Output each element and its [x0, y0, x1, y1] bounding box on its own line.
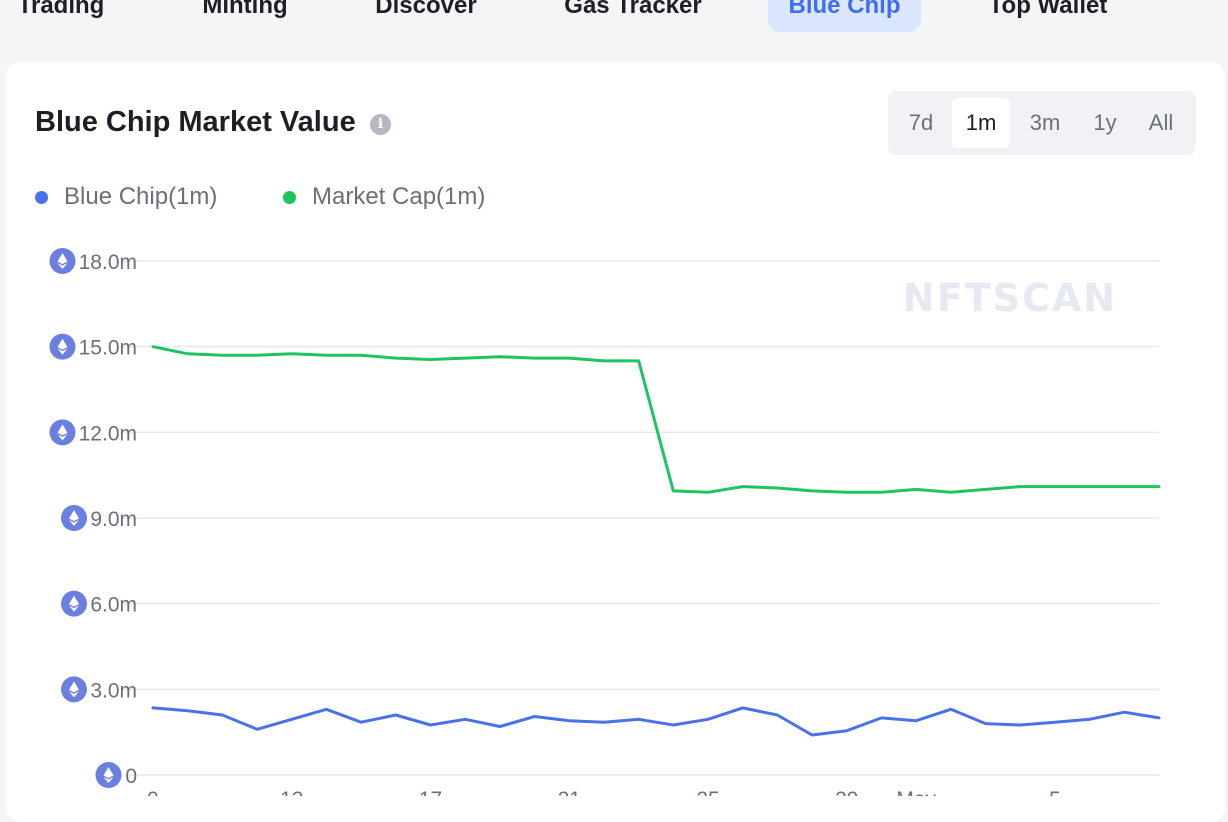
y-tick-label: 15.0m [79, 337, 137, 360]
range-all-button[interactable]: All [1148, 110, 1174, 135]
eth-icon-bottom [57, 348, 68, 355]
x-tick-label: 25 [696, 788, 719, 796]
tab-gas-tracker[interactable]: Gas Tracker [564, 0, 702, 19]
series-lines [151, 345, 1161, 737]
eth-icon-bottom [57, 434, 68, 441]
range-1y-button[interactable]: 1y [1093, 110, 1117, 135]
legend-dot-blue-chip [35, 191, 48, 204]
x-tick-label: 9 [147, 788, 159, 796]
y-axis: 0 3.0m 6.0m 9.0m 12.0m 15.0m 18.0m [49, 248, 137, 788]
eth-icon-top [69, 510, 79, 521]
eth-icon [49, 333, 76, 360]
eth-icon [61, 676, 87, 703]
tab-top-wallet[interactable]: Top Wallet [988, 0, 1108, 19]
x-tick-label: 5 [1049, 788, 1061, 796]
eth-icon-top [57, 424, 68, 436]
eth-icon-bottom [69, 520, 79, 526]
line-chart: 0 3.0m 6.0m 9.0m 12.0m 15.0m 18.0m 9 13 17 21 25 29… [49, 248, 1161, 796]
market-cap-series-line [151, 345, 1161, 494]
eth-icon [61, 505, 87, 531]
eth-icon-top [69, 595, 79, 607]
x-tick-label: 13 [280, 788, 303, 796]
range-3m-button[interactable]: 3m [1029, 110, 1061, 135]
blue-chip-series-line [151, 706, 1161, 737]
eth-icon-top [69, 681, 79, 693]
eth-icon [49, 419, 76, 446]
x-tick-label: May [896, 788, 936, 796]
grid-lines [124, 260, 1159, 776]
tab-trading[interactable]: Trading [17, 0, 105, 19]
x-tick-label: 29 [835, 788, 858, 796]
eth-icon-top [57, 338, 68, 350]
market-value-card: Blue Chip Market Value i 7d 1m 3m 1y All… [6, 62, 1225, 822]
y-tick-label: 6.0m [90, 594, 137, 617]
y-tick-label: 3.0m [90, 679, 137, 702]
eth-icon [61, 590, 87, 617]
y-tick-label: 18.0m [79, 251, 137, 274]
x-axis: 9 13 17 21 25 29 May 5 [147, 788, 1061, 796]
x-tick-label: 21 [558, 788, 581, 796]
eth-icon-bottom [69, 691, 79, 698]
tab-discover[interactable]: Discover [375, 0, 477, 19]
legend-label-blue-chip: Blue Chip(1m) [64, 183, 218, 210]
eth-icon-bottom [103, 777, 114, 783]
tab-blue-chip[interactable]: Blue Chip [768, 0, 921, 32]
eth-icon [95, 762, 122, 788]
legend-label-market-cap: Market Cap(1m) [312, 183, 486, 210]
range-1m-button[interactable]: 1m [952, 98, 1010, 148]
watermark: NFTSCAN [903, 276, 1117, 320]
eth-icon-top [57, 253, 68, 264]
info-icon[interactable]: i [370, 114, 391, 135]
x-tick-label: 17 [419, 788, 442, 796]
eth-icon [49, 248, 76, 274]
y-tick-label: 12.0m [79, 422, 137, 445]
tab-minting[interactable]: Minting [202, 0, 288, 19]
top-nav: Trading Minting Discover Gas Tracker Blu… [0, 0, 1228, 60]
eth-icon-top [103, 767, 114, 778]
y-tick-label: 0 [125, 765, 137, 788]
eth-icon-bottom [69, 605, 79, 612]
range-7d-button[interactable]: 7d [908, 110, 934, 135]
legend-dot-market-cap [283, 191, 296, 204]
card-title: Blue Chip Market Value [35, 106, 356, 138]
eth-icon-bottom [57, 263, 68, 269]
time-range-selector: 7d 1m 3m 1y All [888, 91, 1196, 155]
y-tick-label: 9.0m [90, 508, 137, 531]
